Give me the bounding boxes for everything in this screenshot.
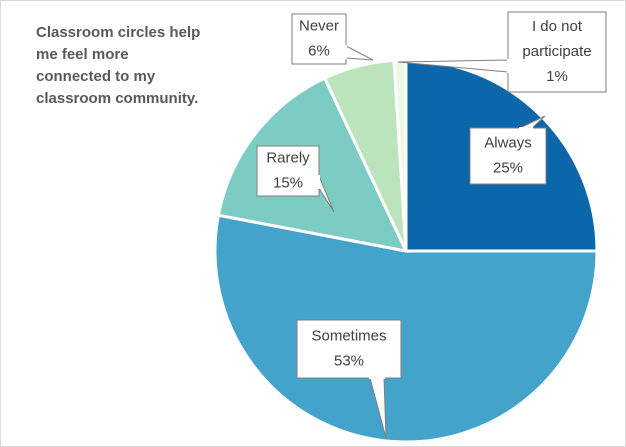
chart-title: Classroom circles help me feel more conn… bbox=[36, 24, 201, 107]
slice-value: 15% bbox=[273, 174, 303, 191]
pie-slice bbox=[213, 213, 599, 444]
callout-fill bbox=[519, 127, 533, 129]
callout bbox=[296, 319, 402, 439]
slice-value: 53% bbox=[334, 352, 364, 369]
slice-value: 6% bbox=[308, 42, 330, 59]
slice-label: Sometimes bbox=[311, 327, 386, 344]
slice-label-line: Always bbox=[484, 134, 532, 151]
callout-fill bbox=[507, 59, 509, 73]
callout-fill bbox=[345, 45, 347, 59]
slice-label: Always bbox=[484, 134, 532, 151]
slice-label-line: Sometimes bbox=[311, 327, 386, 344]
slice-label: Never bbox=[299, 17, 339, 34]
slice-label-line: participate bbox=[522, 43, 591, 60]
slice-label-line: Never bbox=[299, 17, 339, 34]
slice-value: 25% bbox=[493, 159, 523, 176]
callout-fill bbox=[369, 377, 385, 379]
slice-label-line: Rarely bbox=[266, 149, 310, 166]
slice-label: Rarely bbox=[266, 149, 310, 166]
slice-label: I do not participate bbox=[522, 18, 591, 60]
callout bbox=[291, 13, 374, 65]
pie-slice bbox=[392, 58, 408, 252]
slice-label-line: I do not bbox=[532, 18, 583, 35]
callout-fill bbox=[318, 175, 320, 189]
callout bbox=[256, 145, 335, 213]
slice-value: 1% bbox=[546, 68, 568, 85]
